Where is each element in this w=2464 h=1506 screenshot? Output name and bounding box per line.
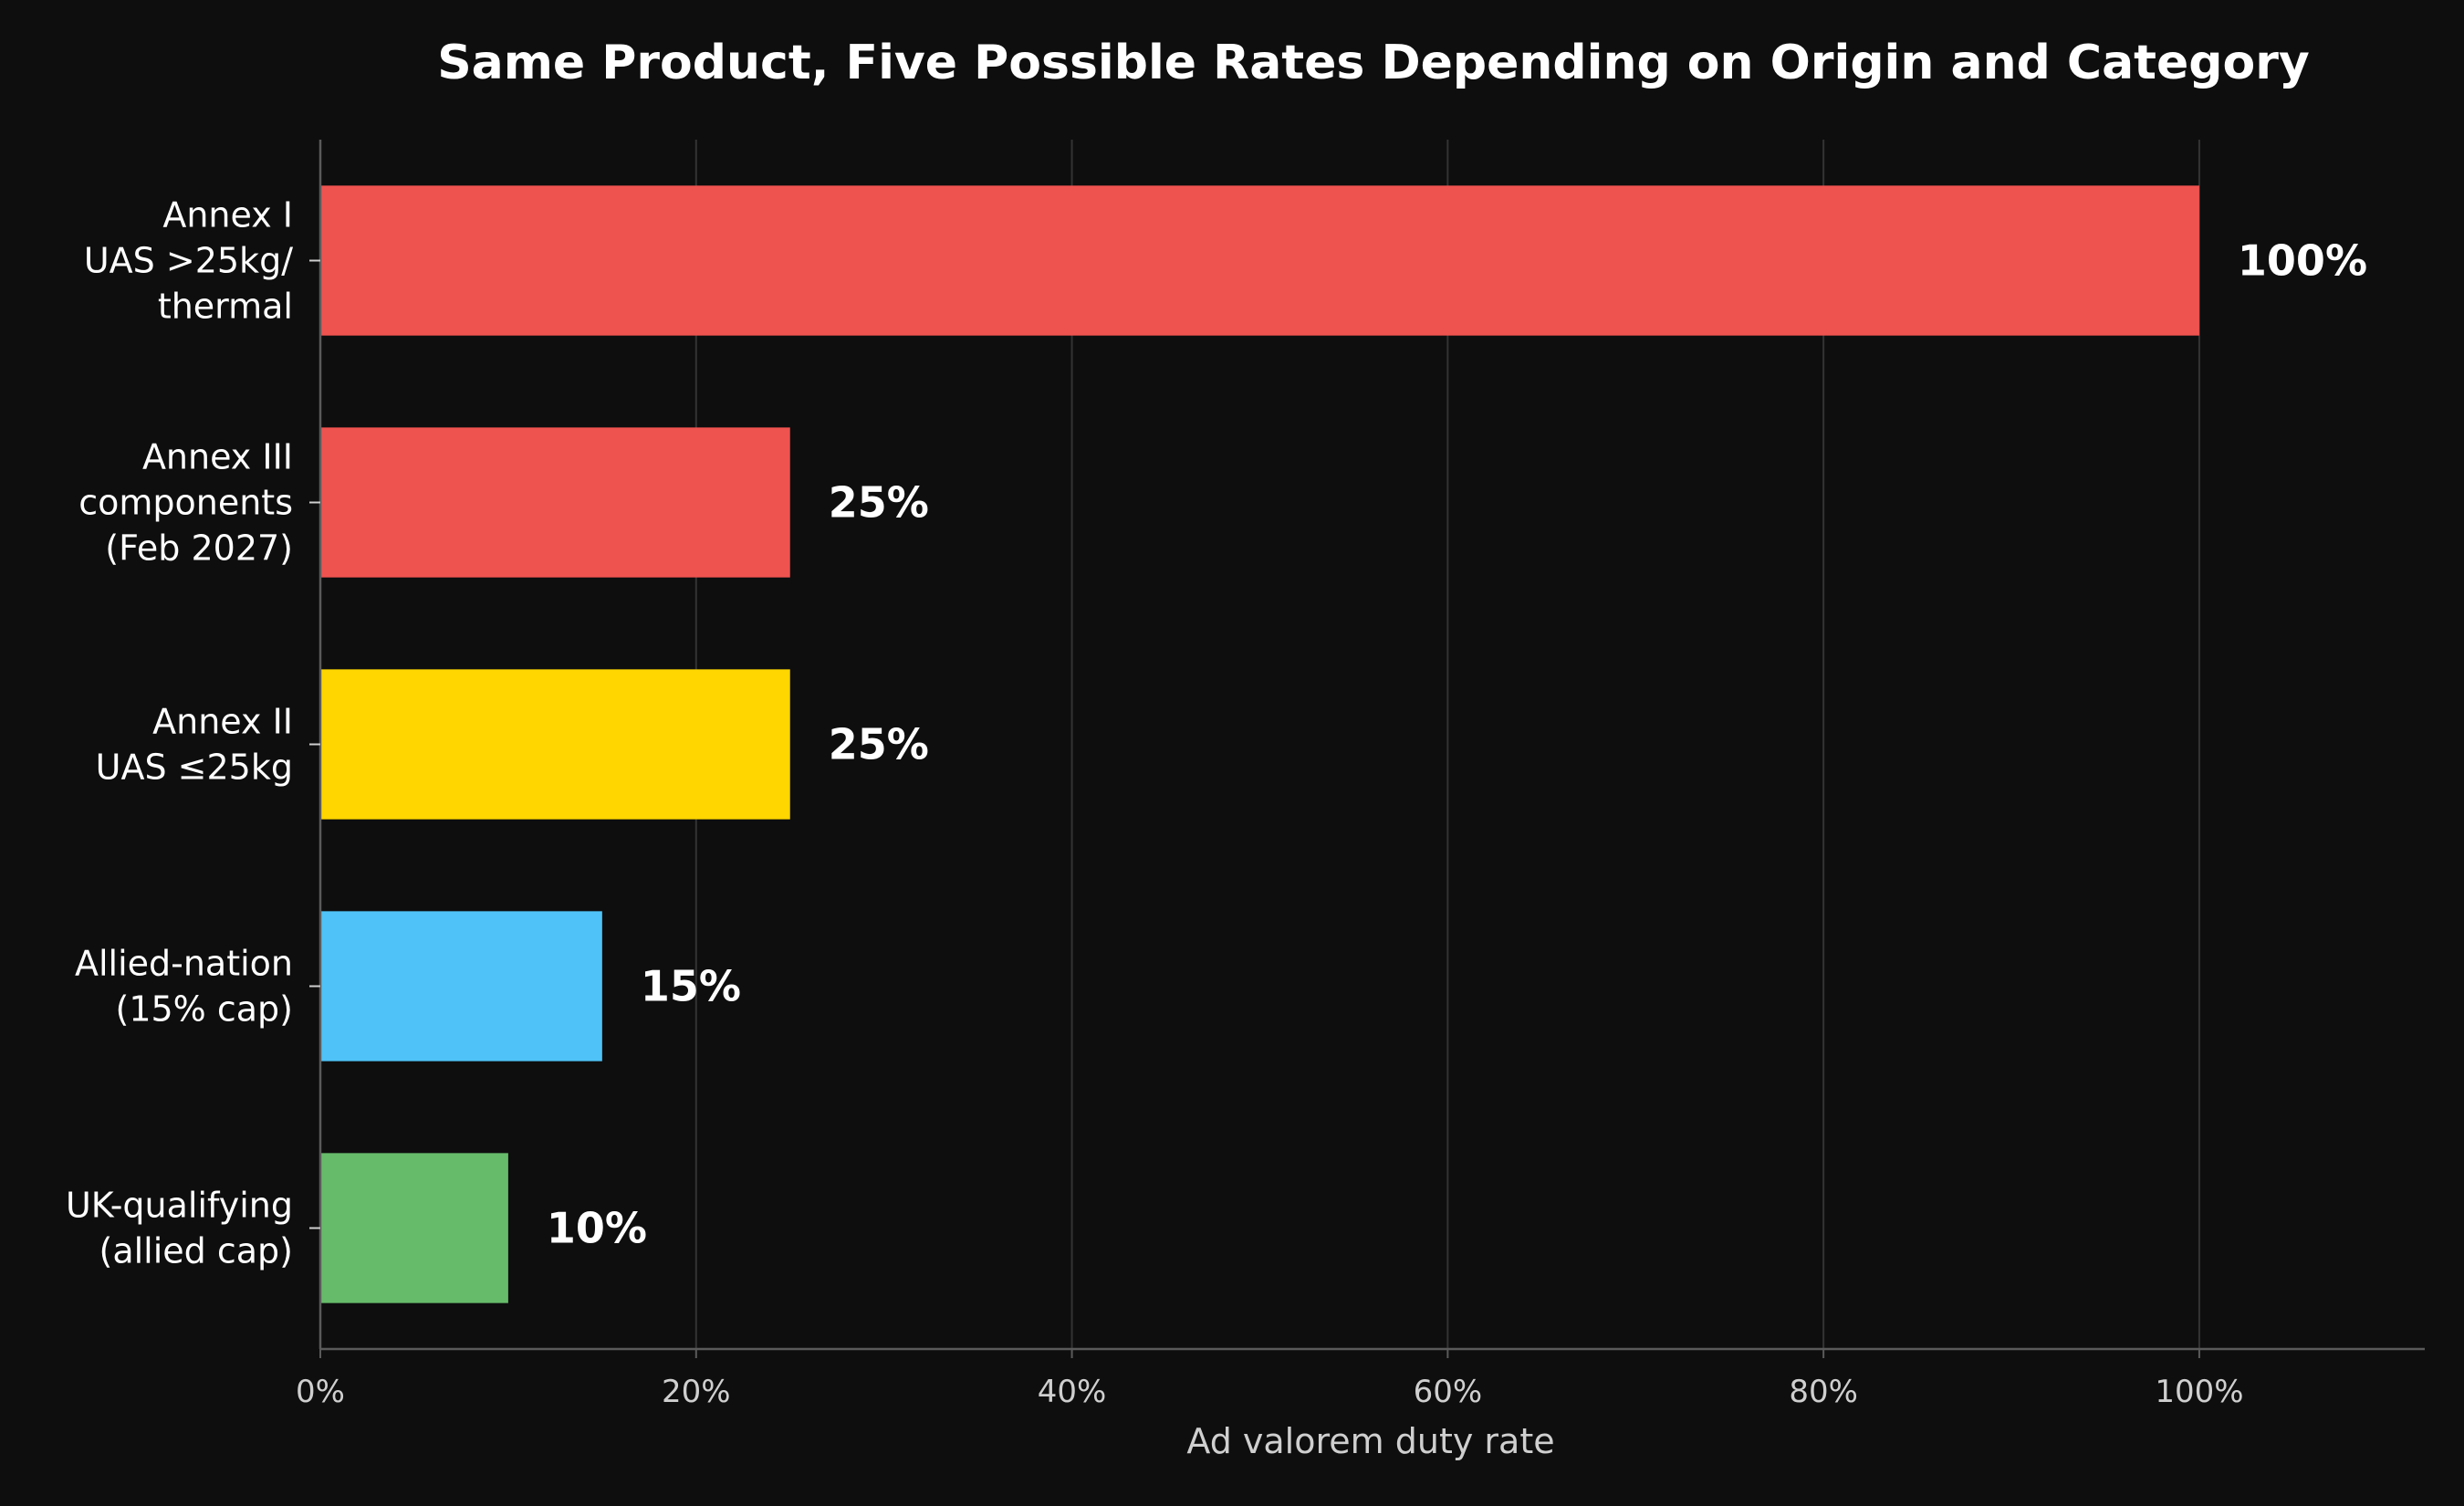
labels: 0% 20% 40% 60% 80% 100% Annex I UAS >25kg/therm… — [66, 195, 2367, 1411]
x-tick-label: 100% — [2155, 1374, 2243, 1410]
bar — [320, 911, 602, 1062]
bar — [320, 1153, 508, 1303]
chart-title: Same Product, Five Possible Rates Depend… — [437, 36, 2310, 90]
bar — [320, 185, 2199, 336]
bar — [320, 669, 790, 820]
value-label: 10% — [547, 1204, 647, 1253]
category-label: Allied-nation (15% cap) — [75, 944, 293, 1030]
x-tick-label: 0% — [296, 1374, 345, 1410]
value-label: 25% — [829, 478, 929, 528]
value-label: 15% — [641, 962, 741, 1011]
x-tick-label: 40% — [1038, 1374, 1107, 1410]
value-label: 100% — [2238, 236, 2367, 286]
x-tick-label: 80% — [1789, 1374, 1858, 1410]
x-axis-label: Ad valorem duty rate — [1186, 1421, 1554, 1461]
value-label: 25% — [829, 720, 929, 769]
axes — [309, 140, 2425, 1358]
bar — [320, 427, 790, 578]
category-label: UK-qualifying (allied cap) — [66, 1186, 293, 1271]
category-label: Annex I UAS >25kg/thermal — [84, 195, 293, 327]
bars — [320, 185, 2199, 1303]
x-tick-label: 20% — [662, 1374, 731, 1410]
category-label: Annex II UAS ≤25kg — [96, 702, 293, 788]
category-label: Annex III components (Feb 2027) — [78, 437, 293, 569]
x-tick-label: 60% — [1414, 1374, 1483, 1410]
